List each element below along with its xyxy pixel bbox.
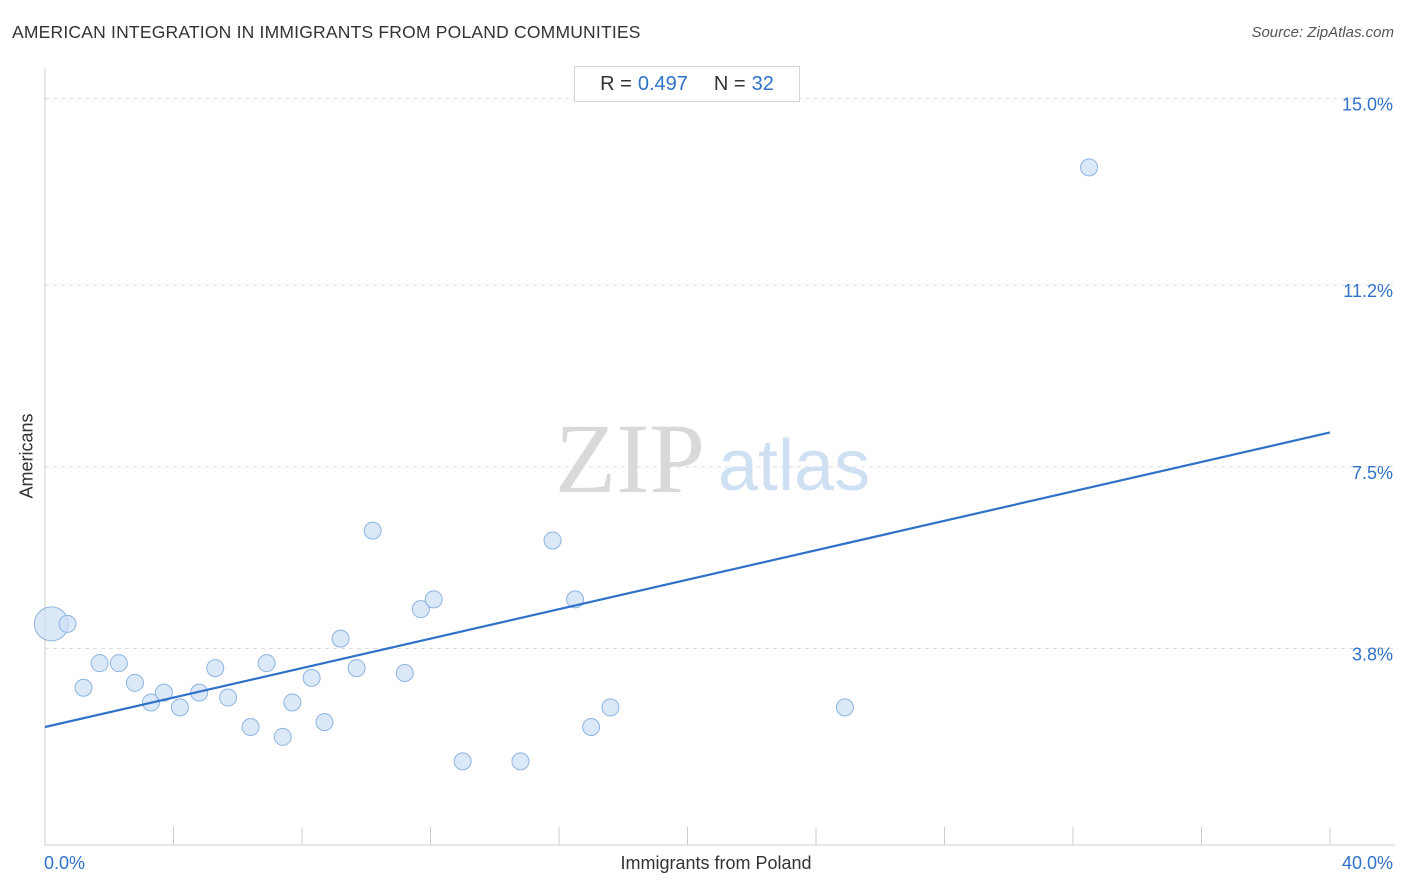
r-value: 0.497 <box>637 72 688 95</box>
data-point-2 <box>74 678 93 697</box>
data-point-17 <box>315 713 334 732</box>
y-tick-label-0: 3.8% <box>1352 644 1393 664</box>
data-point-18 <box>331 629 350 648</box>
data-point-14 <box>273 727 292 746</box>
y-tick-labels: 3.8% 7.5% 11.2% 15.0% <box>1342 95 1393 665</box>
gridlines <box>45 98 1395 649</box>
stats-box: R = 0.497 N = 32 <box>574 66 800 102</box>
data-point-24 <box>453 752 472 771</box>
watermark-atlas: atlas <box>718 426 870 506</box>
data-point-4 <box>109 654 128 673</box>
axes <box>44 68 1395 846</box>
data-point-25 <box>511 752 530 771</box>
data-point-10 <box>206 659 225 678</box>
data-point-22 <box>411 600 430 619</box>
data-point-8 <box>170 698 189 717</box>
data-point-28 <box>582 718 601 736</box>
watermark-zip: ZIP <box>555 403 705 514</box>
data-point-12 <box>241 718 260 736</box>
data-point-7 <box>154 683 173 702</box>
data-point-26 <box>543 531 562 550</box>
data-point-23 <box>424 590 443 609</box>
watermark: ZIP atlas <box>555 403 870 514</box>
x-axis-label: Immigrants from Poland <box>620 853 812 873</box>
data-point-21 <box>395 664 414 682</box>
r-label: R = <box>600 72 632 95</box>
trendline-group <box>44 431 1331 729</box>
data-point-1 <box>58 614 77 633</box>
data-point-16 <box>302 668 321 687</box>
data-point-19 <box>347 659 366 678</box>
data-point-20 <box>363 521 382 540</box>
x-tick-labels: 0.0% 40.0% <box>44 853 1393 873</box>
data-point-3 <box>90 654 109 673</box>
data-point-29 <box>601 698 620 717</box>
data-point-15 <box>283 693 302 712</box>
trendline <box>44 431 1331 729</box>
x-tick-label-0: 0.0% <box>44 853 85 873</box>
y-tick-label-2: 11.2% <box>1343 281 1393 301</box>
source-label: Source: ZipAtlas.com <box>1251 24 1394 41</box>
y-tick-label-1: 7.5% <box>1352 463 1393 483</box>
n-value: 32 <box>751 72 774 95</box>
data-point-31 <box>1080 158 1099 177</box>
y-axis-label: Americans <box>16 413 37 499</box>
chart-title: AMERICAN INTEGRATION IN IMMIGRANTS FROM … <box>12 22 641 42</box>
data-point-5 <box>125 673 144 692</box>
n-label: N = <box>713 72 746 95</box>
data-point-30 <box>835 698 854 717</box>
data-point-11 <box>219 688 238 707</box>
data-points <box>33 158 1099 771</box>
x-tick-label-1: 40.0% <box>1342 853 1393 873</box>
y-tick-label-3: 15.0% <box>1342 95 1393 115</box>
data-point-13 <box>257 654 276 673</box>
